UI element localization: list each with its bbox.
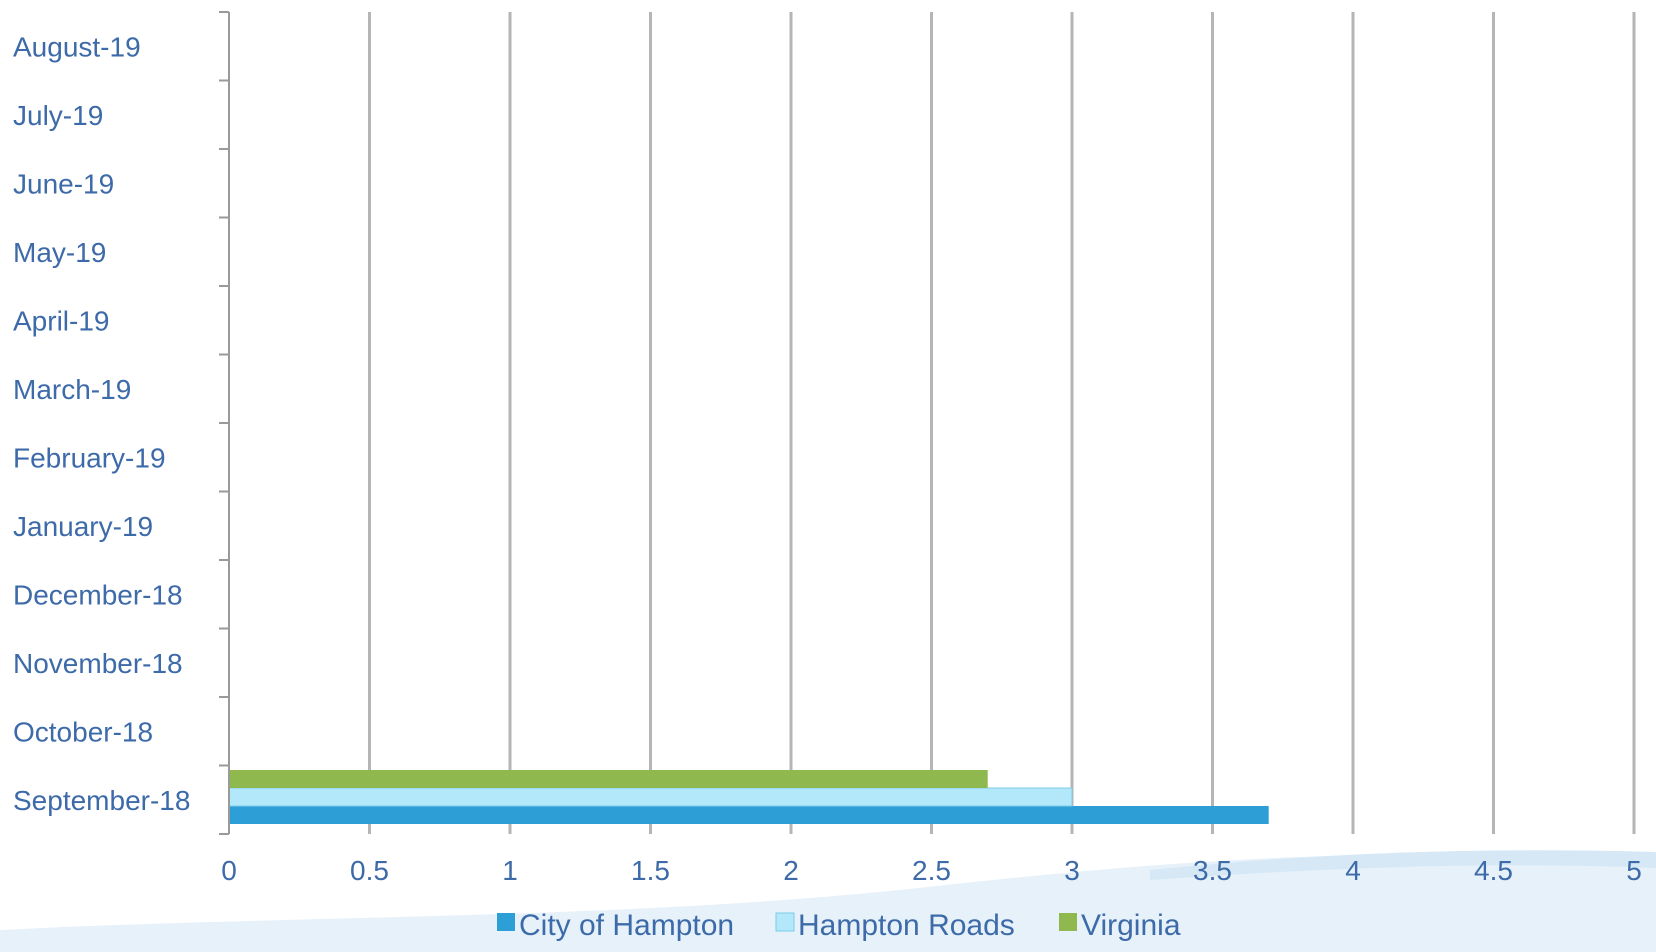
x-tick-label: 3 bbox=[1064, 855, 1080, 886]
category-label: September-18 bbox=[13, 785, 190, 816]
background-wave-top bbox=[1150, 850, 1656, 880]
category-label: January-19 bbox=[13, 511, 153, 542]
legend-label: Hampton Roads bbox=[798, 909, 1015, 942]
category-label: February-19 bbox=[13, 442, 166, 473]
legend-swatch bbox=[1059, 913, 1077, 931]
bar-city-of-hampton bbox=[229, 806, 1269, 824]
gridlines bbox=[368, 12, 1636, 834]
legend-label: Virginia bbox=[1081, 909, 1181, 942]
x-tick-label: 2 bbox=[783, 855, 799, 886]
background-wave bbox=[0, 854, 1656, 952]
x-tick-label: 0 bbox=[221, 855, 237, 886]
axes bbox=[219, 11, 230, 835]
category-label: June-19 bbox=[13, 168, 114, 199]
bar-virginia bbox=[229, 770, 988, 788]
category-label: April-19 bbox=[13, 305, 109, 336]
x-tick-label: 2.5 bbox=[912, 855, 951, 886]
x-tick-label: 4 bbox=[1345, 855, 1361, 886]
legend-swatch bbox=[775, 912, 795, 932]
legend-label: City of Hampton bbox=[519, 909, 734, 942]
category-labels: September-18 October-18 November-18 Decembe… bbox=[13, 31, 190, 816]
category-label: May-19 bbox=[13, 237, 106, 268]
category-label: December-18 bbox=[13, 579, 183, 610]
category-label: July-19 bbox=[13, 100, 103, 131]
category-label: October-18 bbox=[13, 716, 153, 747]
category-label: November-18 bbox=[13, 648, 183, 679]
x-tick-label: 1 bbox=[502, 855, 518, 886]
x-tick-label: 5 bbox=[1626, 855, 1642, 886]
x-tick-label: 4.5 bbox=[1474, 855, 1513, 886]
x-tick-labels: 0 0.5 1 1.5 2 2.5 3 3.5 4 4.5 5 bbox=[221, 855, 1642, 886]
x-tick-label: 3.5 bbox=[1193, 855, 1232, 886]
category-label: March-19 bbox=[13, 374, 131, 405]
x-tick-label: 0.5 bbox=[350, 855, 389, 886]
bar-hampton-roads bbox=[228, 787, 1073, 807]
legend-swatch bbox=[497, 913, 515, 931]
category-label: August-19 bbox=[13, 31, 141, 62]
bars bbox=[228, 770, 1269, 824]
x-tick-label: 1.5 bbox=[631, 855, 670, 886]
legend: City of Hampton Hampton Roads Virginia bbox=[497, 909, 1181, 942]
